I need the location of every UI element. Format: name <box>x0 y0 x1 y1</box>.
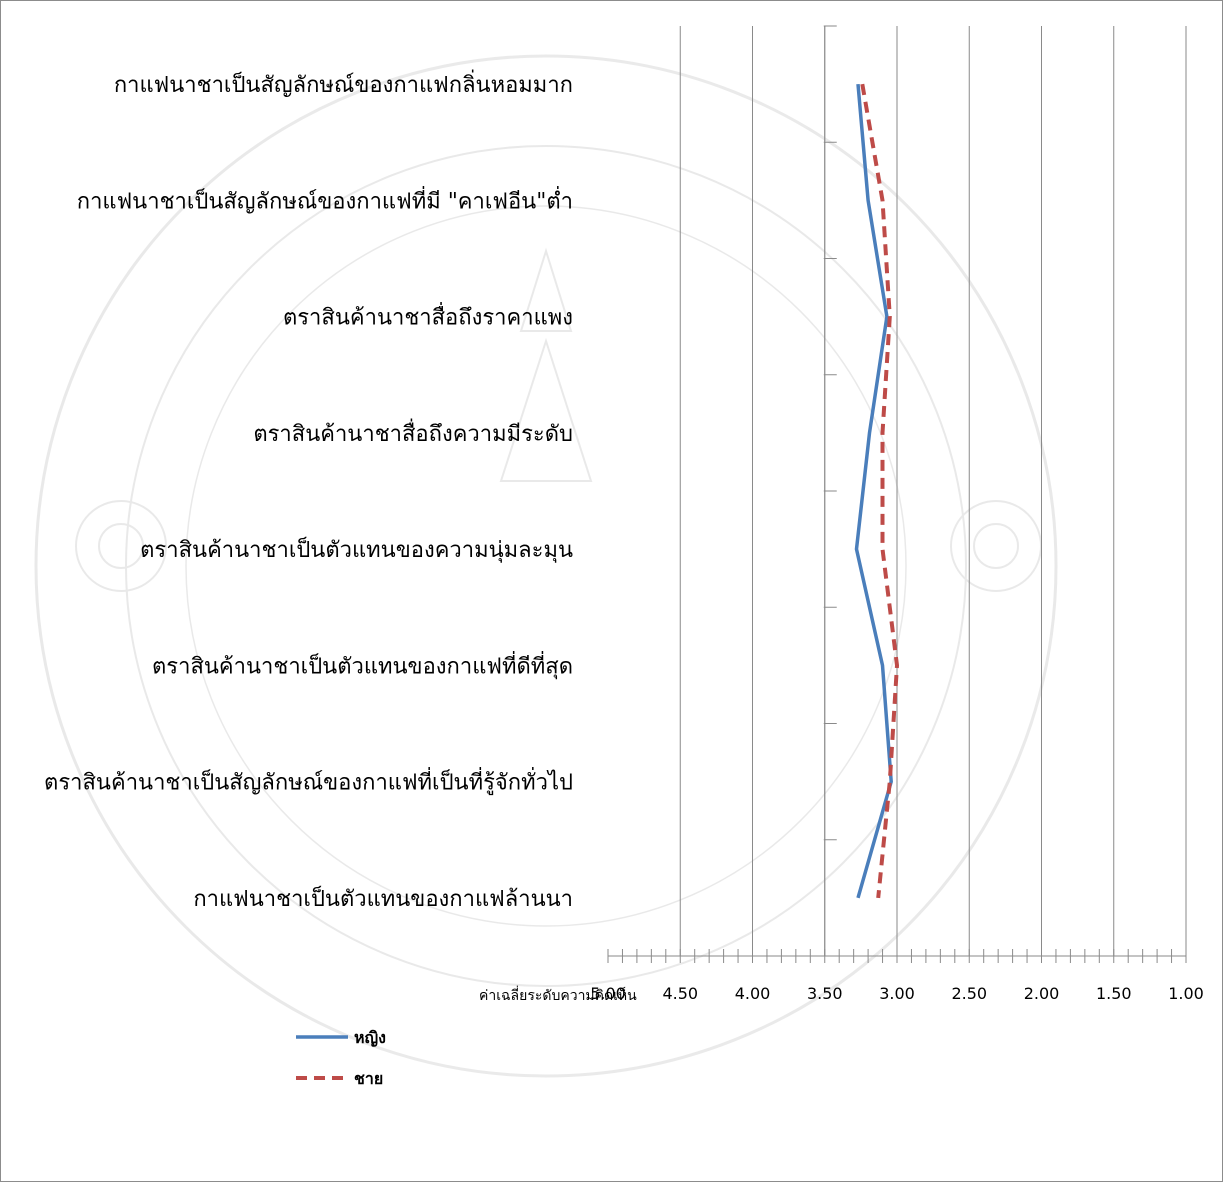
axes <box>607 25 1187 963</box>
series-lines <box>854 83 899 899</box>
x-tick-label: 1.00 <box>1168 984 1204 1003</box>
series-line-female <box>854 83 893 899</box>
category-label: ตราสินค้านาชาเป็นสัญลักษณ์ของกาแฟที่เป็น… <box>44 767 573 796</box>
category-label: ตราสินค้านาชาเป็นตัวแทนของกาแฟที่ดีที่สุ… <box>152 650 573 679</box>
category-label: ตราสินค้านาชาสื่อถึงราคาแพง <box>283 302 573 331</box>
category-label: ตราสินค้านาชาเป็นตัวแทนของความนุ่มละมุน <box>140 535 573 563</box>
x-tick-label: 3.50 <box>807 984 843 1003</box>
x-tick-label: 4.50 <box>662 984 698 1003</box>
x-tick-label: 4.00 <box>735 984 771 1003</box>
x-tick-label: 3.00 <box>879 984 915 1003</box>
x-tick-label: 2.50 <box>951 984 987 1003</box>
legend-label: หญิง <box>354 1028 386 1048</box>
x-axis-title: ค่าเฉลี่ยระดับความคิดเห็น <box>479 986 637 1004</box>
university-seal-watermark <box>34 54 1058 1078</box>
category-labels: กาแฟนาชาเป็นสัญลักษณ์ของกาแฟกลิ่นหอมมากก… <box>44 69 573 912</box>
vertical-gridlines <box>679 26 1187 956</box>
category-label: กาแฟนาชาเป็นสัญลักษณ์ของกาแฟกลิ่นหอมมาก <box>114 69 573 98</box>
category-label: กาแฟนาชาเป็นตัวแทนของกาแฟล้านนา <box>193 884 573 912</box>
x-tick-label: 2.00 <box>1024 984 1060 1003</box>
x-tick-label: 1.50 <box>1096 984 1132 1003</box>
legend-label: ชาย <box>354 1069 383 1088</box>
x-tick-label: 5.00 <box>590 984 626 1003</box>
category-label: กาแฟนาชาเป็นสัญลักษณ์ของกาแฟที่มี "คาเฟอ… <box>77 185 573 214</box>
x-tick-labels: 5.00 4.50 4.00 3.50 3.00 2.50 2.00 1.50 1.00 <box>590 984 1204 1003</box>
category-label: ตราสินค้านาชาสื่อถึงความมีระดับ <box>253 418 573 447</box>
